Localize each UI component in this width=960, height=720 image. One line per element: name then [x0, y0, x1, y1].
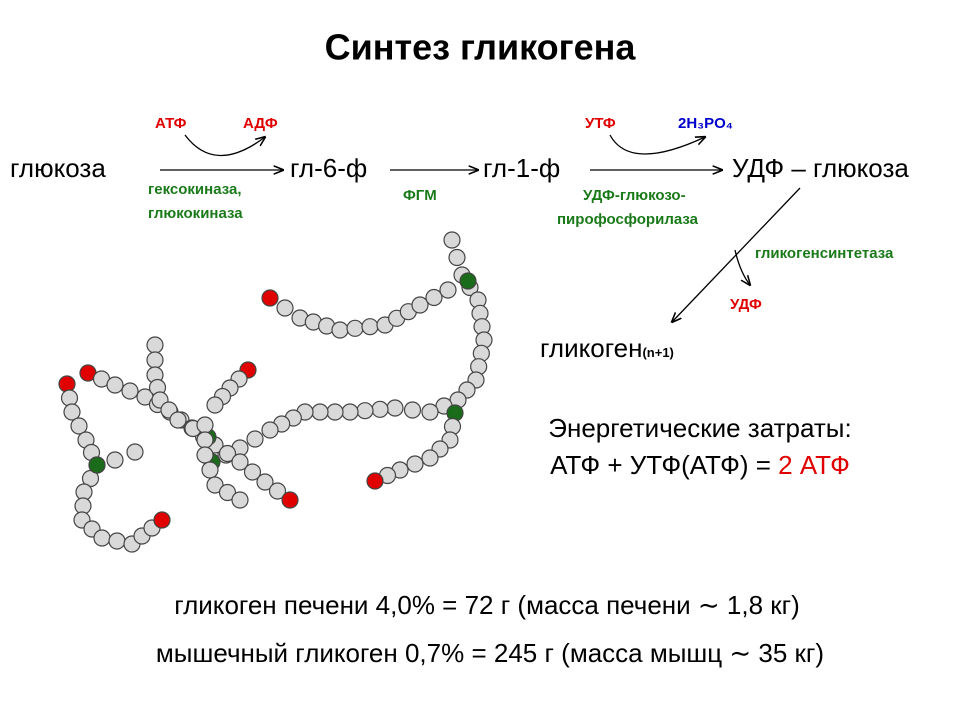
glucose-bead [196, 416, 214, 434]
cofactor: УТФ [585, 115, 616, 132]
glucose-bead [88, 456, 106, 474]
glucose-bead [406, 455, 424, 473]
glucose-bead [106, 451, 124, 469]
cofactor: АДФ [243, 115, 278, 132]
glucose-bead [403, 401, 422, 419]
glucose-bead [268, 482, 287, 500]
glucose-bead [126, 443, 144, 461]
glucose-bead [421, 449, 439, 467]
title: Синтез гликогена [325, 27, 637, 68]
glucose-bead [206, 396, 224, 414]
glucose-bead [146, 351, 164, 369]
glucose-bead [121, 382, 139, 400]
enzyme: ФГМ [403, 187, 437, 204]
glucose-bead [106, 376, 124, 394]
glucose-bead [311, 403, 329, 421]
cofactor: 2H₃PO₄ [678, 115, 733, 132]
glucose-bead [411, 296, 429, 314]
glucose-bead [346, 319, 364, 337]
enzyme: пирофосфорилаза [557, 211, 699, 228]
glucose-bead [366, 472, 384, 490]
glucose-bead [231, 453, 249, 471]
note: мышечный гликоген 0,7% = 245 г (масса мы… [156, 638, 824, 668]
glucose-bead [386, 399, 404, 417]
arrow [609, 134, 705, 155]
glucose-bead [196, 446, 214, 464]
glucose-bead [331, 321, 349, 339]
energy-result: 2 АТФ [778, 450, 850, 480]
glucose-bead [326, 403, 344, 421]
glucose-bead [63, 403, 81, 421]
glucose-bead [169, 411, 187, 429]
substrate: глюкоза [10, 153, 106, 183]
glucose-bead [201, 461, 219, 479]
substrate: гл-6-ф [290, 153, 367, 183]
glucose-bead [356, 402, 374, 420]
note: гликоген печени 4,0% = 72 г (масса печен… [174, 590, 800, 620]
glucose-bead [361, 318, 379, 336]
glucose-bead [243, 463, 262, 481]
enzyme: УДФ-глюкозо- [583, 187, 686, 204]
arrow [184, 134, 265, 157]
cofactor: АТФ [155, 115, 187, 132]
glucose-bead [421, 403, 439, 421]
glucose-bead [196, 431, 214, 449]
glucose-bead [261, 421, 279, 439]
substrate: гл-1-ф [483, 153, 560, 183]
glucose-bead [70, 417, 88, 435]
glucose-bead [108, 532, 126, 550]
glucose-bead [93, 529, 111, 547]
glucose-bead [425, 288, 443, 307]
glucose-bead [459, 272, 477, 290]
glucose-bead [439, 281, 457, 299]
glucose-bead [146, 336, 164, 354]
glucose-bead [448, 248, 466, 267]
enzyme: глюкокиназа [148, 205, 243, 222]
glucose-bead [341, 403, 359, 421]
arrow [734, 249, 750, 285]
product-name: гликоген [540, 333, 642, 363]
product: гликоген(n+1) [540, 333, 674, 363]
glucose-bead [371, 400, 389, 418]
energy-equation: АТФ + УТФ(АТФ) = [550, 450, 778, 480]
product-subscript: (n+1) [642, 345, 673, 360]
substrate: УДФ – глюкоза [732, 153, 909, 183]
glycogen-illustration [58, 231, 493, 553]
glucose-bead [281, 491, 299, 509]
glucose-bead [206, 476, 224, 494]
glucose-bead [261, 289, 279, 307]
energy-heading: Энергетические затраты: [548, 413, 851, 443]
glucose-bead [60, 389, 79, 407]
cofactor: УДФ [730, 296, 762, 313]
enzyme: гексокиназа, [148, 181, 242, 198]
glucose-bead [276, 299, 294, 317]
enzyme: гликогенсинтетаза [755, 245, 894, 262]
glucose-bead [246, 430, 264, 448]
glucose-bead [256, 473, 274, 491]
glucose-bead [58, 375, 76, 393]
glucose-bead [218, 483, 237, 502]
glucose-bead [231, 491, 249, 509]
glucose-bead [443, 231, 461, 249]
glucose-bead [153, 511, 171, 529]
glucose-bead [218, 444, 237, 463]
energy-line: АТФ + УТФ(АТФ) = 2 АТФ [550, 450, 850, 480]
